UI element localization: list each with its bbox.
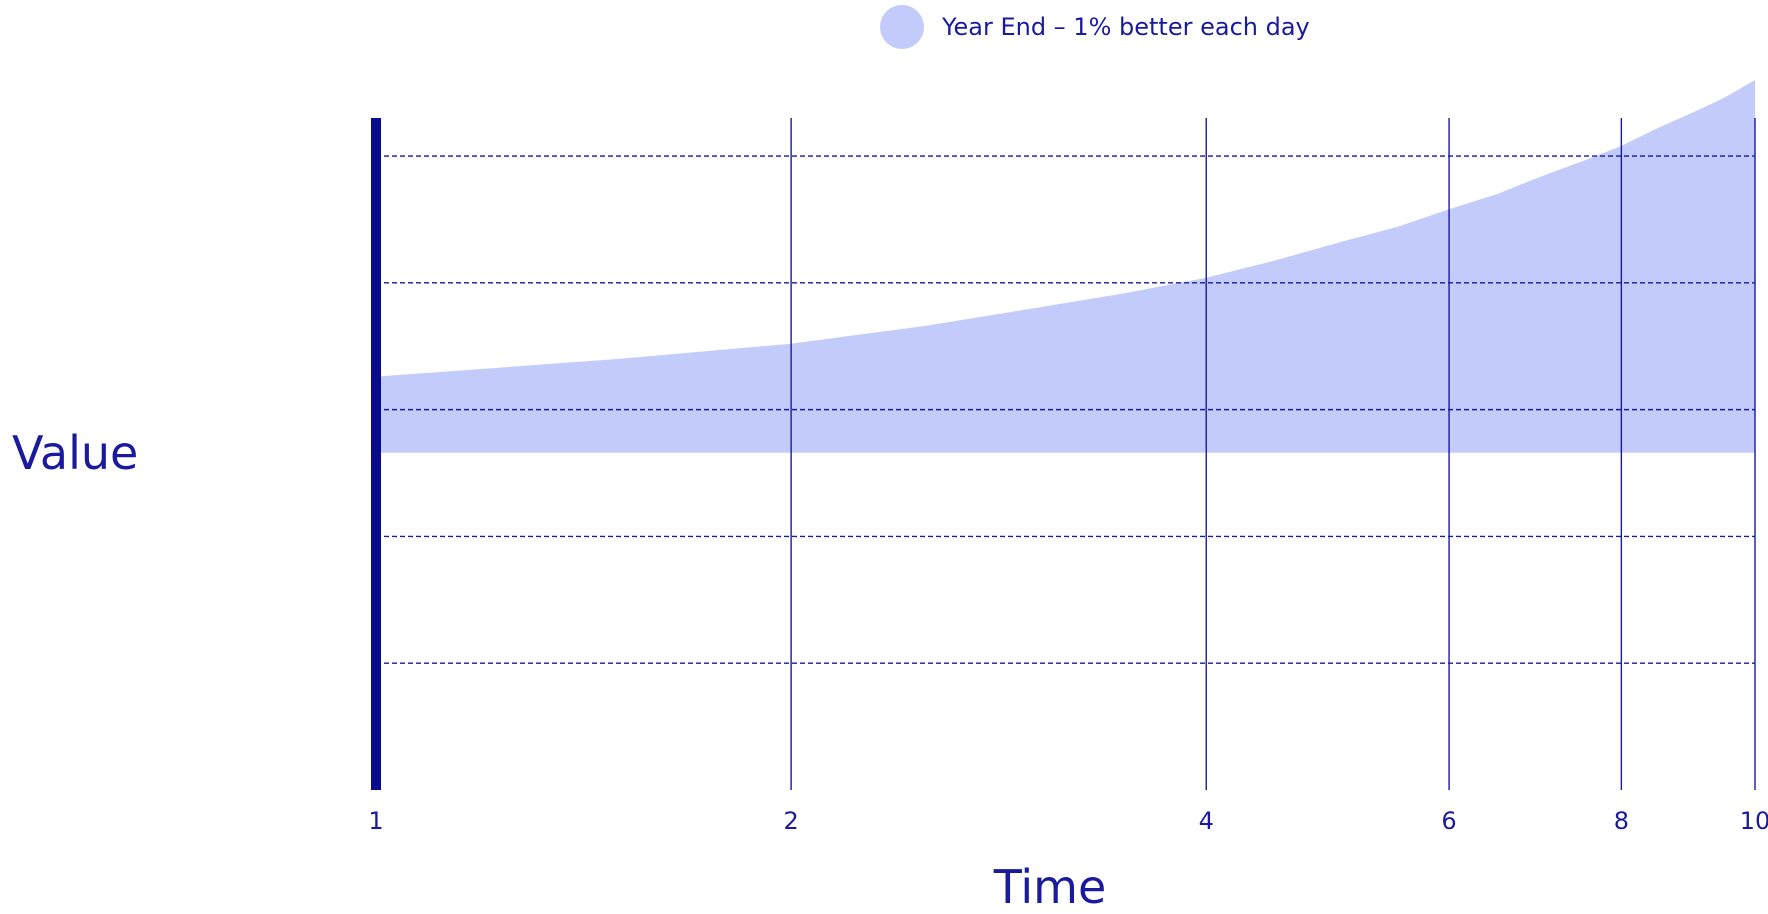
legend-label: Year End – 1% better each day bbox=[941, 13, 1310, 41]
area-layer bbox=[376, 79, 1755, 453]
legend-swatch bbox=[880, 5, 924, 49]
vertical-grid bbox=[790, 118, 1756, 790]
x-tick-label: 6 bbox=[1441, 807, 1456, 835]
x-tick-label: 2 bbox=[783, 807, 798, 835]
x-tick-label: 1 bbox=[368, 807, 383, 835]
x-axis-title: Time bbox=[993, 860, 1107, 914]
x-tick-label: 4 bbox=[1199, 807, 1214, 835]
y-axis-title: Value bbox=[12, 426, 138, 480]
legend: Year End – 1% better each day bbox=[880, 5, 1310, 49]
y-axis-line bbox=[371, 118, 381, 790]
series-area bbox=[376, 79, 1755, 453]
x-tick-label: 8 bbox=[1614, 807, 1629, 835]
x-tick-labels: 1 2 4 6 8 10 bbox=[368, 807, 1768, 835]
x-tick-label: 10 bbox=[1740, 807, 1768, 835]
horizontal-grid bbox=[384, 155, 1755, 664]
